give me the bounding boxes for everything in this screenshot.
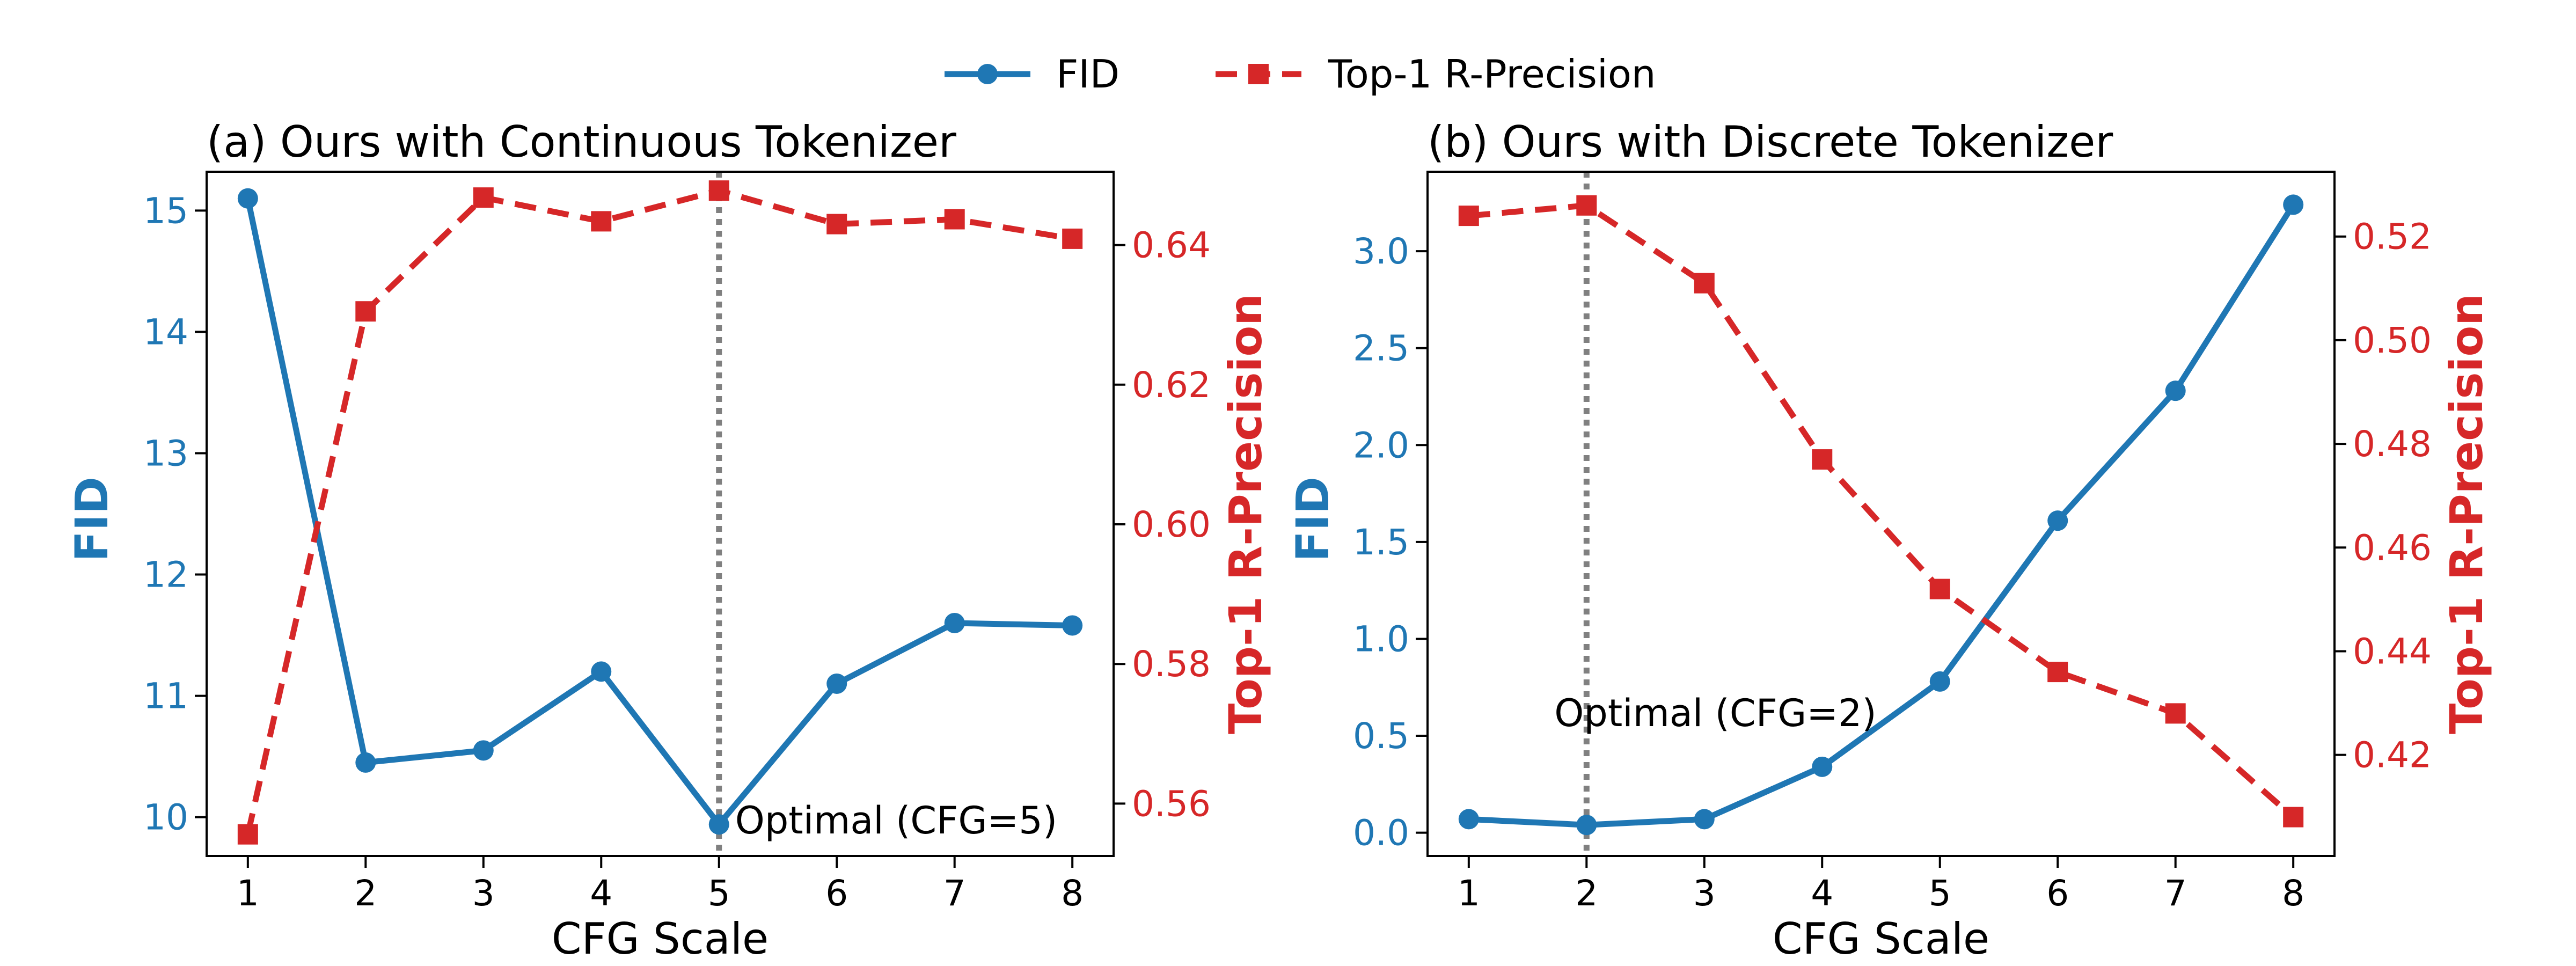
panel-continuous-tokenizer: 1 2 3 4 5 6 7 81011121314150.560.580.600.620.64…	[65, 117, 1272, 964]
x-tick-label: 6	[825, 873, 848, 914]
rprecision-point-5	[708, 180, 729, 201]
right-tick-label: 0.52	[2353, 216, 2432, 258]
fid-point-8	[2283, 194, 2304, 215]
rprecision-point-6	[826, 214, 847, 235]
x-tick-label: 1	[1458, 873, 1480, 914]
panel-title: (b) Ours with Discrete Tokenizer	[1428, 117, 2113, 167]
left-tick-label: 2.5	[1353, 328, 1409, 369]
left-tick-label: 14	[143, 311, 188, 353]
left-axis-label: FID	[65, 477, 118, 561]
x-tick-label: 4	[1811, 873, 1833, 914]
legend-fid-label: FID	[1056, 52, 1119, 97]
rprecision-point-2	[1576, 195, 1597, 216]
x-tick-label: 7	[2164, 873, 2187, 914]
panel-discrete-tokenizer: 1 2 3 4 5 6 7 8 0.0 0.5 1.0 1.5 2.0 2.5 3.0 0.42 0.44 0.4…	[1286, 117, 2493, 964]
rprecision-point-3	[1694, 273, 1715, 294]
fid-point-5	[1929, 671, 1950, 692]
x-tick-label: 1	[237, 873, 259, 914]
fid-point-4	[591, 661, 612, 682]
x-axis-label: CFG Scale	[1773, 914, 1990, 964]
left-tick-label: 0.0	[1353, 813, 1409, 854]
rprecision-line	[1468, 202, 2295, 819]
rprecision-point-7	[944, 209, 965, 230]
left-tick-label: 12	[143, 554, 188, 596]
rprecision-point-8	[2283, 807, 2304, 828]
left-tick-label: 1.5	[1353, 522, 1409, 563]
optimal-annotation: Optimal (CFG=5)	[735, 799, 1057, 843]
fid-point-7	[944, 612, 965, 633]
left-tick-label: 2.0	[1353, 425, 1409, 466]
right-tick-label: 0.44	[2353, 631, 2432, 672]
fid-point-1	[237, 188, 258, 209]
right-tick-label: 0.48	[2353, 423, 2432, 465]
left-tick-label: 10	[143, 797, 188, 838]
legend-fid-marker	[977, 64, 998, 84]
left-tick-label: 11	[143, 676, 188, 717]
fid-point-6	[826, 673, 847, 694]
right-axis-label: Top-1 R-Precision	[1219, 294, 1272, 734]
left-tick-label: 13	[143, 433, 188, 474]
fid-line	[1468, 203, 2296, 828]
left-tick-label: 3.0	[1353, 231, 1409, 272]
rprecision-point-2	[355, 301, 376, 322]
x-tick-label: 2	[354, 873, 377, 914]
rprecision-point-1	[237, 824, 258, 845]
left-tick-label: 15	[143, 190, 188, 231]
fid-point-5	[708, 814, 729, 835]
optimal-annotation: Optimal (CFG=2)	[1554, 691, 1876, 735]
rprecision-point-5	[1929, 579, 1950, 599]
x-tick-label: 4	[590, 873, 612, 914]
rprecision-point-7	[2165, 703, 2186, 724]
x-tick-label: 8	[2282, 873, 2304, 914]
right-tick-label: 0.42	[2353, 735, 2432, 776]
right-tick-label: 0.46	[2353, 527, 2432, 568]
legend-rprecision-marker	[1248, 64, 1269, 84]
x-tick-label: 3	[472, 873, 495, 914]
fid-point-3	[1694, 809, 1715, 830]
x-tick-label: 8	[1061, 873, 1084, 914]
rprecision-point-1	[1458, 206, 1479, 226]
plot-frame	[1426, 171, 2336, 857]
fid-point-4	[1812, 756, 1833, 777]
legend-rprecision-label: Top-1 R-Precision	[1328, 52, 1656, 97]
fid-point-2	[355, 752, 376, 773]
right-tick-label: 0.64	[1132, 225, 1211, 266]
left-tick-label: 1.0	[1353, 618, 1409, 660]
x-tick-label: 7	[943, 873, 966, 914]
right-tick-label: 0.58	[1132, 643, 1211, 685]
rprecision-point-6	[2047, 662, 2068, 683]
rprecision-point-8	[1062, 228, 1083, 249]
panel-title: (a) Ours with Continuous Tokenizer	[207, 117, 956, 167]
fid-point-3	[473, 740, 494, 761]
rprecision-point-4	[1812, 449, 1833, 470]
x-axis-label: CFG Scale	[552, 914, 769, 964]
rprecision-point-3	[473, 187, 494, 208]
left-tick-label: 0.5	[1353, 715, 1409, 757]
right-tick-label: 0.50	[2353, 320, 2432, 361]
fid-point-8	[1062, 615, 1083, 636]
right-tick-label: 0.62	[1132, 364, 1211, 406]
legend: FID Top-1 R-Precision	[945, 52, 1656, 97]
fid-point-7	[2165, 380, 2186, 401]
rprecision-point-4	[591, 211, 612, 232]
x-tick-label: 2	[1575, 873, 1598, 914]
plot-frame	[206, 171, 1115, 857]
left-axis-label: FID	[1286, 477, 1339, 561]
rprecision-line	[245, 187, 1073, 835]
x-tick-label: 3	[1693, 873, 1716, 914]
fid-point-2	[1576, 815, 1597, 836]
fid-line	[245, 197, 1073, 828]
x-tick-label: 6	[2046, 873, 2069, 914]
x-tick-label: 5	[708, 873, 730, 914]
right-tick-label: 0.60	[1132, 504, 1211, 545]
right-axis-label: Top-1 R-Precision	[2440, 294, 2493, 734]
fid-point-6	[2047, 510, 2068, 531]
fid-point-1	[1458, 809, 1479, 830]
x-tick-label: 5	[1929, 873, 1951, 914]
right-tick-label: 0.56	[1132, 783, 1211, 824]
